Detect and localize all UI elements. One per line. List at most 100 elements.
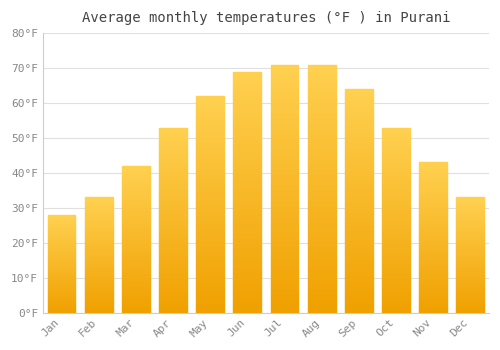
Bar <box>159 185 187 187</box>
Bar <box>85 286 112 287</box>
Bar <box>419 246 447 248</box>
Bar <box>382 240 410 242</box>
Bar <box>122 166 150 167</box>
Bar <box>419 179 447 181</box>
Bar <box>382 205 410 207</box>
Bar <box>234 110 262 113</box>
Bar <box>196 200 224 202</box>
Bar <box>308 72 336 75</box>
Bar <box>382 278 410 279</box>
Bar <box>48 269 76 270</box>
Bar <box>234 231 262 233</box>
Bar <box>456 206 484 208</box>
Bar <box>159 198 187 200</box>
Bar <box>159 283 187 285</box>
Bar <box>196 161 224 163</box>
Bar <box>270 169 298 171</box>
Bar <box>270 226 298 228</box>
Bar <box>382 302 410 303</box>
Bar <box>159 266 187 268</box>
Bar <box>159 287 187 288</box>
Bar <box>456 271 484 272</box>
Bar <box>419 198 447 200</box>
Bar <box>122 169 150 170</box>
Bar <box>85 241 112 242</box>
Bar <box>196 118 224 120</box>
Bar <box>122 238 150 239</box>
Bar <box>159 300 187 302</box>
Bar <box>345 109 373 111</box>
Bar <box>122 282 150 283</box>
Bar <box>48 216 76 217</box>
Bar <box>234 161 262 163</box>
Bar <box>85 278 112 279</box>
Bar <box>234 233 262 236</box>
Bar <box>419 284 447 286</box>
Bar <box>419 166 447 167</box>
Bar <box>382 239 410 240</box>
Bar <box>234 274 262 276</box>
Bar <box>48 297 76 298</box>
Bar <box>382 192 410 194</box>
Bar <box>308 75 336 77</box>
Bar <box>456 217 484 218</box>
Bar <box>419 218 447 219</box>
Bar <box>270 134 298 136</box>
Bar <box>308 293 336 295</box>
Bar <box>419 280 447 281</box>
Bar <box>234 255 262 257</box>
Bar <box>159 285 187 287</box>
Bar <box>308 241 336 243</box>
Bar <box>159 292 187 294</box>
Bar <box>419 275 447 276</box>
Bar <box>122 279 150 280</box>
Bar <box>85 204 112 205</box>
Bar <box>382 157 410 159</box>
Bar <box>48 287 76 288</box>
Bar <box>159 275 187 278</box>
Bar <box>159 257 187 259</box>
Bar <box>159 220 187 222</box>
Bar <box>270 221 298 223</box>
Bar <box>196 252 224 254</box>
Bar <box>382 190 410 192</box>
Bar <box>382 203 410 205</box>
Bar <box>48 278 76 279</box>
Bar <box>456 264 484 265</box>
Bar <box>48 271 76 272</box>
Bar <box>85 262 112 263</box>
Bar <box>85 275 112 276</box>
Bar <box>382 235 410 237</box>
Bar <box>196 181 224 183</box>
Bar <box>270 283 298 285</box>
Bar <box>308 77 336 79</box>
Bar <box>345 254 373 257</box>
Bar <box>270 179 298 181</box>
Bar <box>122 195 150 197</box>
Bar <box>48 253 76 254</box>
Bar <box>456 255 484 256</box>
Bar <box>345 125 373 127</box>
Bar <box>456 307 484 308</box>
Bar <box>456 252 484 253</box>
Bar <box>456 215 484 216</box>
Bar <box>382 237 410 239</box>
Bar <box>122 274 150 276</box>
Bar <box>122 214 150 216</box>
Bar <box>456 219 484 220</box>
Bar <box>159 139 187 140</box>
Bar <box>270 77 298 79</box>
Bar <box>419 196 447 197</box>
Bar <box>345 308 373 310</box>
Bar <box>382 298 410 300</box>
Bar <box>122 223 150 225</box>
Bar <box>270 293 298 295</box>
Bar <box>234 156 262 159</box>
Bar <box>270 260 298 263</box>
Bar <box>456 285 484 286</box>
Bar <box>122 245 150 247</box>
Bar <box>85 272 112 273</box>
Bar <box>234 139 262 141</box>
Bar <box>456 246 484 247</box>
Bar <box>196 285 224 287</box>
